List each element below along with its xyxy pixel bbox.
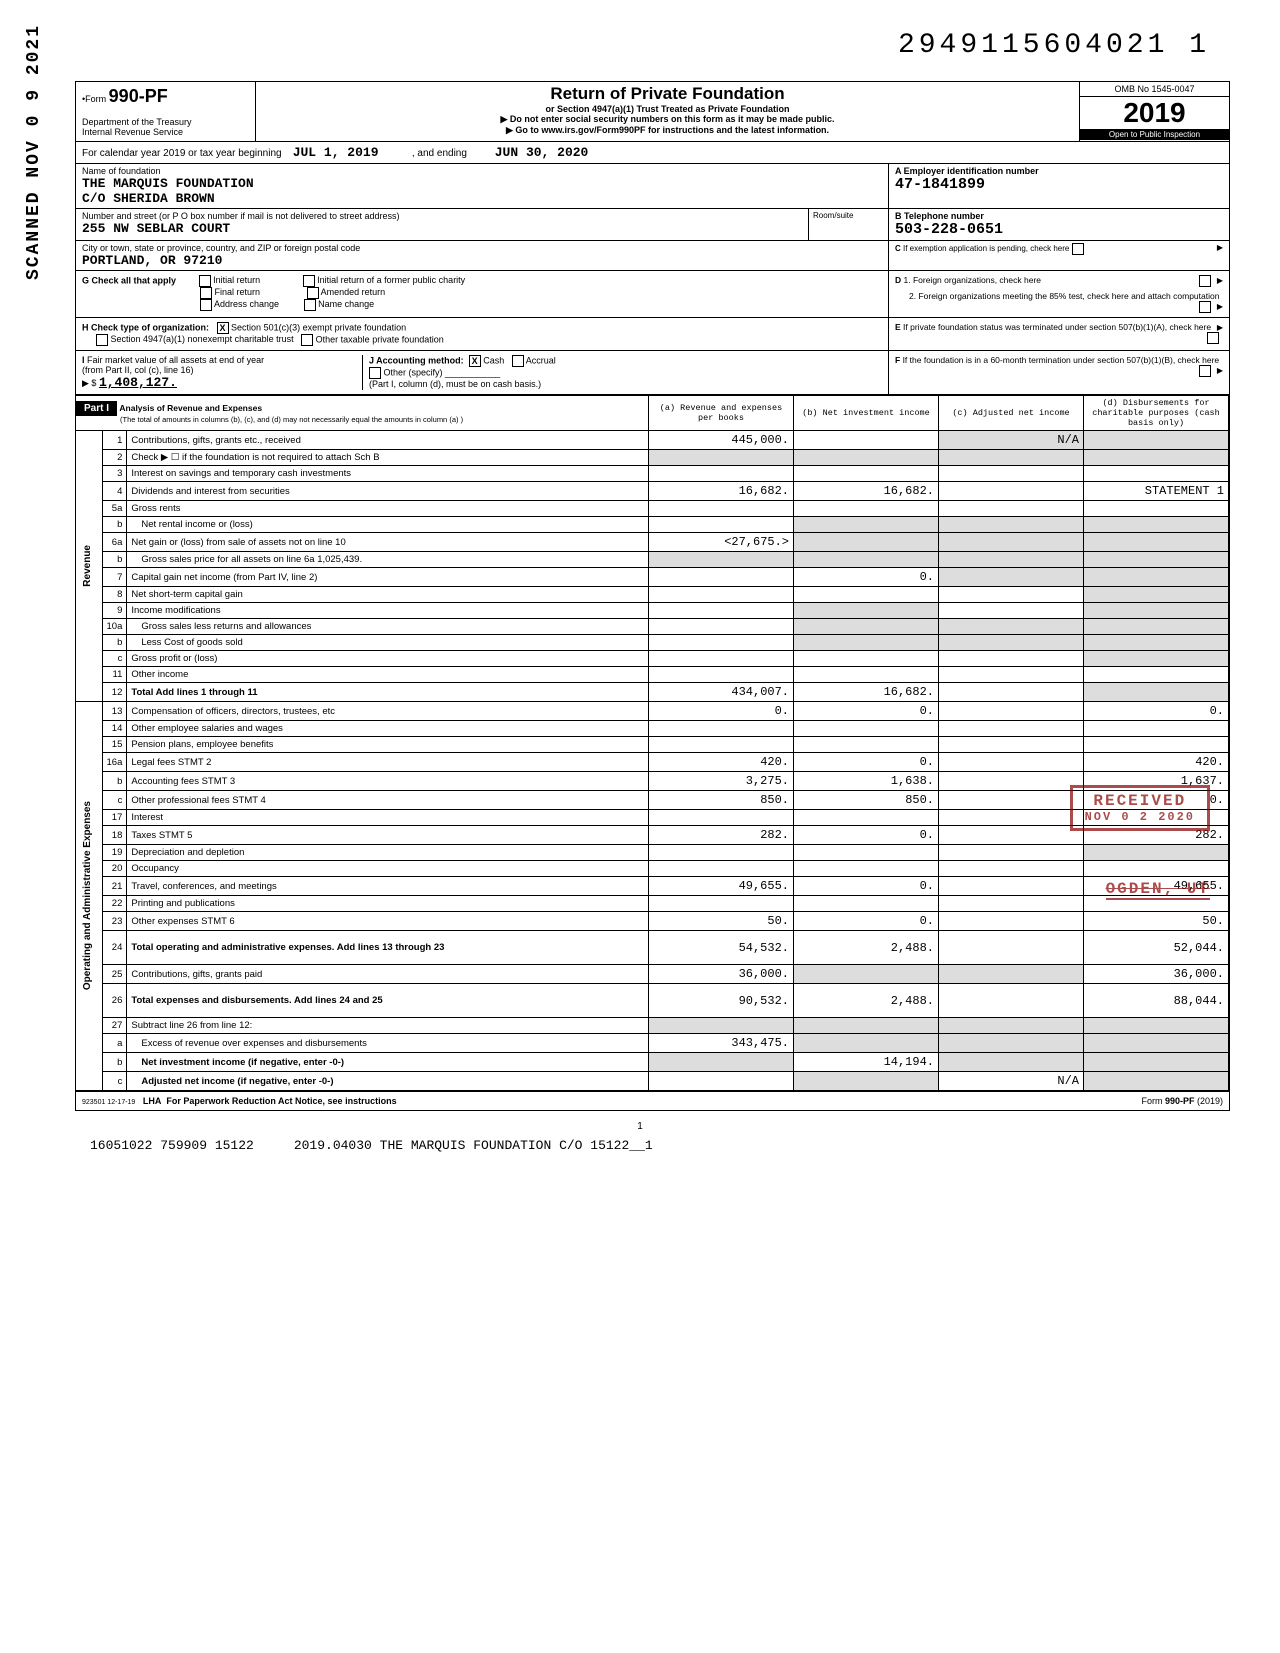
e-block: E If private foundation status was termi… [889,318,1229,351]
addr-phone-row: Number and street (or P O box number if … [76,209,1229,241]
part1-table: Part I Analysis of Revenue and Expenses … [76,396,1229,1091]
table-row: 19Depreciation and depletion [76,845,1229,861]
other-method-checkbox[interactable] [369,367,381,379]
table-row: 7Capital gain net income (from Part IV, … [76,568,1229,587]
table-row: 8Net short-term capital gain [76,587,1229,603]
h-e-row: H Check type of organization: X Section … [76,318,1229,351]
name-change-checkbox[interactable] [304,299,316,311]
col-b-header: (b) Net investment income [794,396,939,431]
table-row: 25Contributions, gifts, grants paid36,00… [76,965,1229,984]
table-row: 9Income modifications [76,603,1229,619]
city-block: City or town, state or province, country… [76,241,889,270]
col-a-header: (a) Revenue and expenses per books [649,396,794,431]
h-block: H Check type of organization: X Section … [76,318,889,351]
i-block: I Fair market value of all assets at end… [76,351,889,394]
table-row: 15Pension plans, employee benefits [76,737,1229,753]
addr-change-checkbox[interactable] [200,299,212,311]
initial-return-checkbox[interactable] [199,275,211,287]
table-row: 27Subtract line 26 from line 12: [76,1018,1229,1034]
table-row: bAccounting fees STMT 33,275.1,638.1,637… [76,772,1229,791]
revenue-side-label: Revenue [80,541,95,591]
room-block: Room/suite [809,209,889,240]
amended-checkbox[interactable] [307,287,319,299]
table-row: 24Total operating and administrative exp… [76,931,1229,965]
table-row: 26Total expenses and disbursements. Add … [76,984,1229,1018]
page-number: 1 [30,1121,1250,1132]
pend-block: C C If exemption application is pending,… [889,241,1229,270]
table-row: 20Occupancy [76,861,1229,877]
doc-number: 2949115604021 1 [30,30,1210,61]
scanned-stamp: SCANNED NOV 0 9 2021 [24,24,44,280]
f-block: F If the foundation is in a 60-month ter… [889,351,1229,394]
cash-checkbox[interactable]: X [469,355,481,367]
table-row: 22Printing and publications [76,896,1229,912]
ogden-stamp: OGDEN, UT [1106,880,1210,900]
foreign-org-checkbox[interactable] [1199,275,1211,287]
table-row: cAdjusted net income (if negative, enter… [76,1072,1229,1091]
table-row: 21Travel, conferences, and meetings49,65… [76,877,1229,896]
name-ein-row: Name of foundation THE MARQUIS FOUNDATIO… [76,164,1229,209]
table-row: 17Interest [76,810,1229,826]
expenses-side-label: Operating and Administrative Expenses [80,797,95,994]
addr-block: Number and street (or P O box number if … [76,209,809,240]
4947-checkbox[interactable] [96,334,108,346]
501c3-checkbox[interactable]: X [217,322,229,334]
batch-footer: 16051022 759909 15122 2019.04030 THE MAR… [90,1138,1250,1153]
table-row: 11Other income [76,667,1229,683]
d-block: D 1. Foreign organizations, check here 2… [889,271,1229,318]
i-f-row: I Fair market value of all assets at end… [76,351,1229,396]
col-d-header: (d) Disbursements for charitable purpose… [1084,396,1229,431]
other-tax-checkbox[interactable] [301,334,313,346]
table-row: cOther professional fees STMT 4850.850.0… [76,791,1229,810]
table-row: bLess Cost of goods sold [76,635,1229,651]
header-left: •Form 990-PF Department of the Treasury … [76,82,256,141]
received-stamp: RECEIVED NOV 0 2 2020 [1070,785,1210,831]
terminated-checkbox[interactable] [1207,332,1219,344]
form-header: •Form 990-PF Department of the Treasury … [76,82,1229,142]
table-row: 14Other employee salaries and wages [76,721,1229,737]
60month-checkbox[interactable] [1199,365,1211,377]
table-row: bGross sales price for all assets on lin… [76,552,1229,568]
pending-checkbox[interactable] [1072,243,1084,255]
table-row: aExcess of revenue over expenses and dis… [76,1034,1229,1053]
calendar-year-row: For calendar year 2019 or tax year begin… [76,142,1229,164]
name-block: Name of foundation THE MARQUIS FOUNDATIO… [76,164,889,208]
initial-former-checkbox[interactable] [303,275,315,287]
table-row: bNet rental income or (loss) [76,517,1229,533]
form-footer: 923501 12-17-19 LHA For Paperwork Reduct… [76,1091,1229,1110]
table-row: 2Check ▶ ☐ if the foundation is not requ… [76,450,1229,466]
g-d-row: G Check all that apply Initial return In… [76,271,1229,318]
ein-block: A Employer identification number 47-1841… [889,164,1229,208]
city-pend-row: City or town, state or province, country… [76,241,1229,271]
accrual-checkbox[interactable] [512,355,524,367]
table-row: Operating and Administrative Expenses13C… [76,702,1229,721]
table-row: 4Dividends and interest from securities1… [76,482,1229,501]
table-row: 5aGross rents [76,501,1229,517]
phone-block: B Telephone number 503-228-0651 [889,209,1229,240]
table-row: 23Other expenses STMT 650.0.50. [76,912,1229,931]
table-row: 12Total Add lines 1 through 11434,007.16… [76,683,1229,702]
table-row: cGross profit or (loss) [76,651,1229,667]
part1-label: Part I [76,401,117,416]
table-row: 6aNet gain or (loss) from sale of assets… [76,533,1229,552]
final-return-checkbox[interactable] [200,287,212,299]
col-c-header: (c) Adjusted net income [939,396,1084,431]
table-row: 3Interest on savings and temporary cash … [76,466,1229,482]
form-990pf: •Form 990-PF Department of the Treasury … [75,81,1230,1111]
table-row: 18Taxes STMT 5282.0.282. [76,826,1229,845]
g-block: G Check all that apply Initial return In… [76,271,889,318]
table-row: Revenue1Contributions, gifts, grants etc… [76,431,1229,450]
header-center: Return of Private Foundation or Section … [256,82,1079,141]
table-row: 10aGross sales less returns and allowanc… [76,619,1229,635]
header-right: OMB No 1545-0047 2019 Open to Public Ins… [1079,82,1229,141]
table-row: bNet investment income (if negative, ent… [76,1053,1229,1072]
foreign-85-checkbox[interactable] [1199,301,1211,313]
table-row: 16aLegal fees STMT 2420.0.420. [76,753,1229,772]
